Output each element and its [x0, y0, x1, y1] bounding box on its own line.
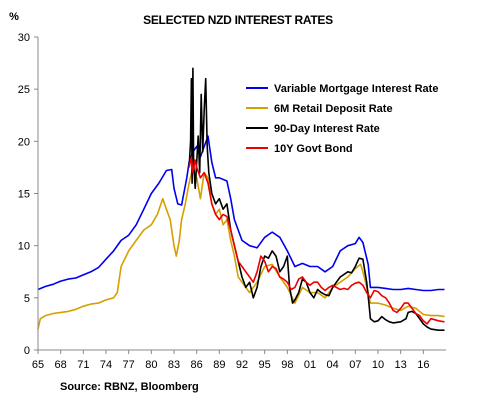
series-line-1 — [37, 135, 445, 292]
legend-label-1: Variable Mortgage Interest Rate — [274, 83, 438, 95]
y-tick-label: 0 — [24, 345, 30, 357]
y-axis-label: % — [9, 11, 19, 23]
series-line-2 — [37, 166, 445, 330]
y-tick-label: 5 — [24, 293, 30, 305]
y-tick-label: 15 — [18, 189, 30, 201]
x-tick-label: 86 — [191, 359, 203, 371]
x-tick-label: 07 — [349, 359, 361, 371]
x-tick-label: 10 — [372, 359, 384, 371]
x-tick-label: 98 — [281, 359, 293, 371]
x-tick-label: 65 — [32, 359, 44, 371]
x-tick-label: 89 — [213, 359, 225, 371]
x-tick-label: 16 — [417, 359, 429, 371]
legend: Variable Mortgage Interest Rate 6M Retail… — [246, 83, 438, 155]
y-tick-label: 25 — [18, 84, 30, 96]
x-tick-label: 74 — [100, 359, 112, 371]
y-tick-label: 20 — [18, 136, 30, 148]
x-tick-label: 95 — [259, 359, 271, 371]
chart-title: SELECTED NZD INTEREST RATES — [143, 13, 333, 27]
x-tick-label: 04 — [327, 359, 339, 371]
y-tick-label: 10 — [18, 241, 30, 253]
series-line-4 — [188, 156, 445, 325]
plot-area — [37, 67, 445, 331]
x-tick-label: 83 — [168, 359, 180, 371]
legend-label-2: 6M Retail Deposit Rate — [274, 103, 393, 115]
x-tick-label: 92 — [236, 359, 248, 371]
x-tick-label: 71 — [77, 359, 89, 371]
y-tick-label: 30 — [18, 32, 30, 44]
x-ticks: 65 68 71 74 77 80 83 86 89 92 95 98 01 04 07 10 13 16 — [32, 350, 429, 371]
legend-label-4: 10Y Govt Bond — [274, 143, 353, 155]
x-tick-label: 01 — [304, 359, 316, 371]
y-ticks: 0 5 10 15 20 25 30 — [18, 32, 38, 357]
x-tick-label: 13 — [395, 359, 407, 371]
x-tick-label: 80 — [145, 359, 157, 371]
series-line-3 — [188, 67, 445, 331]
x-tick-label: 77 — [123, 359, 135, 371]
source-note: Source: RBNZ, Bloomberg — [60, 381, 199, 393]
legend-label-3: 90-Day Interest Rate — [274, 123, 380, 135]
x-tick-label: 68 — [55, 359, 67, 371]
